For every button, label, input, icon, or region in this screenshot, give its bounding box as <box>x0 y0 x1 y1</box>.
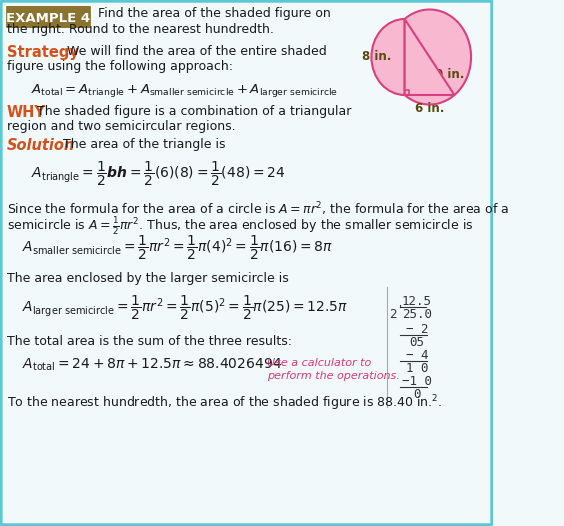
Text: Use a calculator to: Use a calculator to <box>267 358 371 368</box>
Text: 1 0: 1 0 <box>406 362 428 375</box>
Text: perform the operations.: perform the operations. <box>267 371 399 381</box>
Text: −1 0: −1 0 <box>402 375 432 388</box>
Text: semicircle is $A = \frac{1}{2}\pi r^2$. Thus, the area enclosed by the smaller s: semicircle is $A = \frac{1}{2}\pi r^2$. … <box>7 215 473 237</box>
Text: $A_\mathregular{smaller\ semicircle} = \dfrac{1}{2}\pi r^2 = \dfrac{1}{2}\pi(4)^: $A_\mathregular{smaller\ semicircle} = \… <box>22 234 333 262</box>
Text: WHY: WHY <box>7 105 46 120</box>
Text: − 2: − 2 <box>406 323 428 336</box>
Text: Strategy: Strategy <box>7 45 79 60</box>
Text: EXAMPLE 4: EXAMPLE 4 <box>6 12 90 25</box>
Text: The shaded figure is a combination of a triangular: The shaded figure is a combination of a … <box>37 105 351 118</box>
Text: figure using the following approach:: figure using the following approach: <box>7 60 233 73</box>
Text: Since the formula for the area of a circle is $A = \pi r^2$, the formula for the: Since the formula for the area of a circ… <box>7 200 509 218</box>
Text: The area enclosed by the larger semicircle is: The area enclosed by the larger semicirc… <box>7 272 289 285</box>
Text: − 4: − 4 <box>406 349 428 362</box>
Text: 25.0: 25.0 <box>402 308 432 321</box>
Text: the right. Round to the nearest hundredth.: the right. Round to the nearest hundredt… <box>7 24 274 36</box>
Text: 05: 05 <box>409 336 424 349</box>
Text: $A_\mathregular{triangle} = \dfrac{1}{2}\boldsymbol{bh} = \dfrac{1}{2}(6)(8) = \: $A_\mathregular{triangle} = \dfrac{1}{2}… <box>30 160 285 188</box>
Text: $A_\mathregular{total} = 24 + 8\pi + 12.5\pi \approx 88.4026494$: $A_\mathregular{total} = 24 + 8\pi + 12.… <box>22 357 282 373</box>
Wedge shape <box>372 19 404 95</box>
Text: 2: 2 <box>389 308 396 321</box>
Text: To the nearest hundredth, the area of the shaded figure is 88.40 in.$^2$.: To the nearest hundredth, the area of th… <box>7 393 443 412</box>
Text: 6 in.: 6 in. <box>415 102 444 115</box>
Circle shape <box>388 9 471 105</box>
Text: region and two semicircular regions.: region and two semicircular regions. <box>7 120 236 133</box>
Text: Find the area of the shaded figure on: Find the area of the shaded figure on <box>98 6 331 19</box>
Text: 8 in.: 8 in. <box>362 50 391 64</box>
Text: $A_\mathregular{total} = A_\mathregular{triangle} + A_\mathregular{smaller\ semi: $A_\mathregular{total} = A_\mathregular{… <box>30 82 338 99</box>
Text: 12.5: 12.5 <box>402 295 432 308</box>
Polygon shape <box>404 19 455 95</box>
Text: Solution: Solution <box>7 138 75 153</box>
Text: 10 in.: 10 in. <box>427 67 464 80</box>
Text: $A_\mathregular{larger\ semicircle} = \dfrac{1}{2}\pi r^2 = \dfrac{1}{2}\pi(5)^2: $A_\mathregular{larger\ semicircle} = \d… <box>22 294 348 322</box>
Text: 0: 0 <box>413 388 421 401</box>
FancyBboxPatch shape <box>6 6 91 28</box>
Text: We will find the area of the entire shaded: We will find the area of the entire shad… <box>67 45 327 58</box>
Text: The total area is the sum of the three results:: The total area is the sum of the three r… <box>7 335 292 348</box>
Text: The area of the triangle is: The area of the triangle is <box>63 138 226 151</box>
FancyBboxPatch shape <box>1 1 492 525</box>
